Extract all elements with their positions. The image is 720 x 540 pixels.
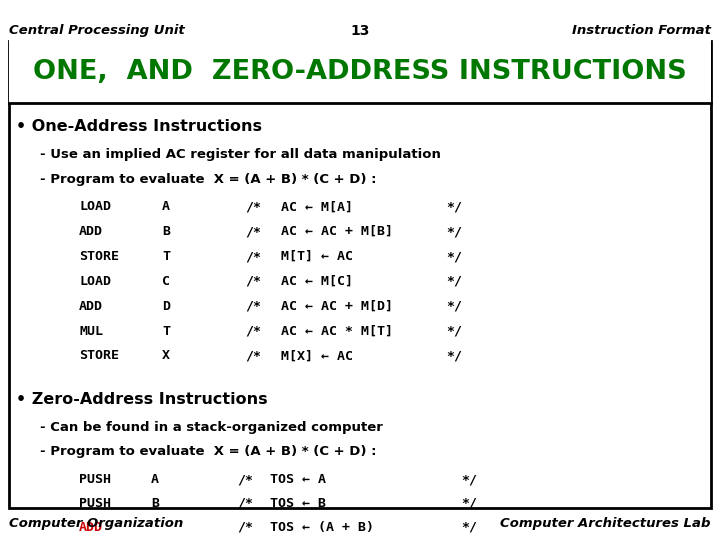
- Text: */: */: [461, 521, 477, 534]
- Text: /*: /*: [245, 225, 261, 238]
- Text: ADD: ADD: [79, 521, 103, 534]
- Text: PUSH: PUSH: [79, 473, 111, 486]
- Text: - Can be found in a stack-organized computer: - Can be found in a stack-organized comp…: [40, 421, 382, 434]
- Text: TOS ← (A + B): TOS ← (A + B): [270, 521, 374, 534]
- Text: /*: /*: [245, 200, 261, 213]
- Text: LOAD: LOAD: [79, 275, 111, 288]
- Text: AC ← M[C]: AC ← M[C]: [281, 275, 353, 288]
- Text: Central Processing Unit: Central Processing Unit: [9, 24, 185, 37]
- Text: */: */: [446, 275, 462, 288]
- Text: D: D: [162, 300, 170, 313]
- Text: TOS ← A: TOS ← A: [270, 473, 326, 486]
- Text: AC ← AC + M[B]: AC ← AC + M[B]: [281, 225, 393, 238]
- Text: LOAD: LOAD: [79, 200, 111, 213]
- Text: • Zero-Address Instructions: • Zero-Address Instructions: [16, 392, 267, 407]
- Text: /*: /*: [245, 349, 261, 362]
- Text: M[X] ← AC: M[X] ← AC: [281, 349, 353, 362]
- Text: */: */: [446, 349, 462, 362]
- Text: ADD: ADD: [79, 225, 103, 238]
- Text: /*: /*: [238, 473, 253, 486]
- Text: */: */: [446, 300, 462, 313]
- Text: /*: /*: [245, 300, 261, 313]
- Text: X: X: [162, 349, 170, 362]
- Text: */: */: [461, 497, 477, 510]
- Text: B: B: [162, 225, 170, 238]
- Text: - Program to evaluate  X = (A + B) * (C + D) :: - Program to evaluate X = (A + B) * (C +…: [40, 173, 376, 186]
- Text: /*: /*: [238, 497, 253, 510]
- Text: PUSH: PUSH: [79, 497, 111, 510]
- Bar: [9, 40, 711, 103]
- Text: */: */: [446, 325, 462, 338]
- Text: T: T: [162, 325, 170, 338]
- Text: */: */: [446, 225, 462, 238]
- Text: Computer Organization: Computer Organization: [9, 517, 184, 530]
- Text: • One-Address Instructions: • One-Address Instructions: [16, 119, 262, 134]
- Text: /*: /*: [245, 325, 261, 338]
- Text: AC ← M[A]: AC ← M[A]: [281, 200, 353, 213]
- Text: STORE: STORE: [79, 250, 120, 263]
- Text: /*: /*: [245, 275, 261, 288]
- Text: B: B: [151, 497, 159, 510]
- Text: C: C: [162, 275, 170, 288]
- Text: STORE: STORE: [79, 349, 120, 362]
- Text: - Use an implied AC register for all data manipulation: - Use an implied AC register for all dat…: [40, 148, 441, 161]
- Text: Instruction Format: Instruction Format: [572, 24, 711, 37]
- Text: T: T: [162, 250, 170, 263]
- Text: MUL: MUL: [79, 325, 103, 338]
- Text: A: A: [151, 473, 159, 486]
- Text: - Program to evaluate  X = (A + B) * (C + D) :: - Program to evaluate X = (A + B) * (C +…: [40, 446, 376, 458]
- Text: ONE,  AND  ZERO-ADDRESS INSTRUCTIONS: ONE, AND ZERO-ADDRESS INSTRUCTIONS: [33, 58, 687, 85]
- Text: 13: 13: [351, 24, 369, 38]
- Text: */: */: [446, 200, 462, 213]
- Text: A: A: [162, 200, 170, 213]
- Text: */: */: [461, 473, 477, 486]
- Text: /*: /*: [245, 250, 261, 263]
- Text: AC ← AC + M[D]: AC ← AC + M[D]: [281, 300, 393, 313]
- Text: ADD: ADD: [79, 300, 103, 313]
- Text: /*: /*: [238, 521, 253, 534]
- Text: Computer Architectures Lab: Computer Architectures Lab: [500, 517, 711, 530]
- Text: M[T] ← AC: M[T] ← AC: [281, 250, 353, 263]
- Text: */: */: [446, 250, 462, 263]
- Bar: [9, 40, 711, 508]
- Text: TOS ← B: TOS ← B: [270, 497, 326, 510]
- Text: AC ← AC * M[T]: AC ← AC * M[T]: [281, 325, 393, 338]
